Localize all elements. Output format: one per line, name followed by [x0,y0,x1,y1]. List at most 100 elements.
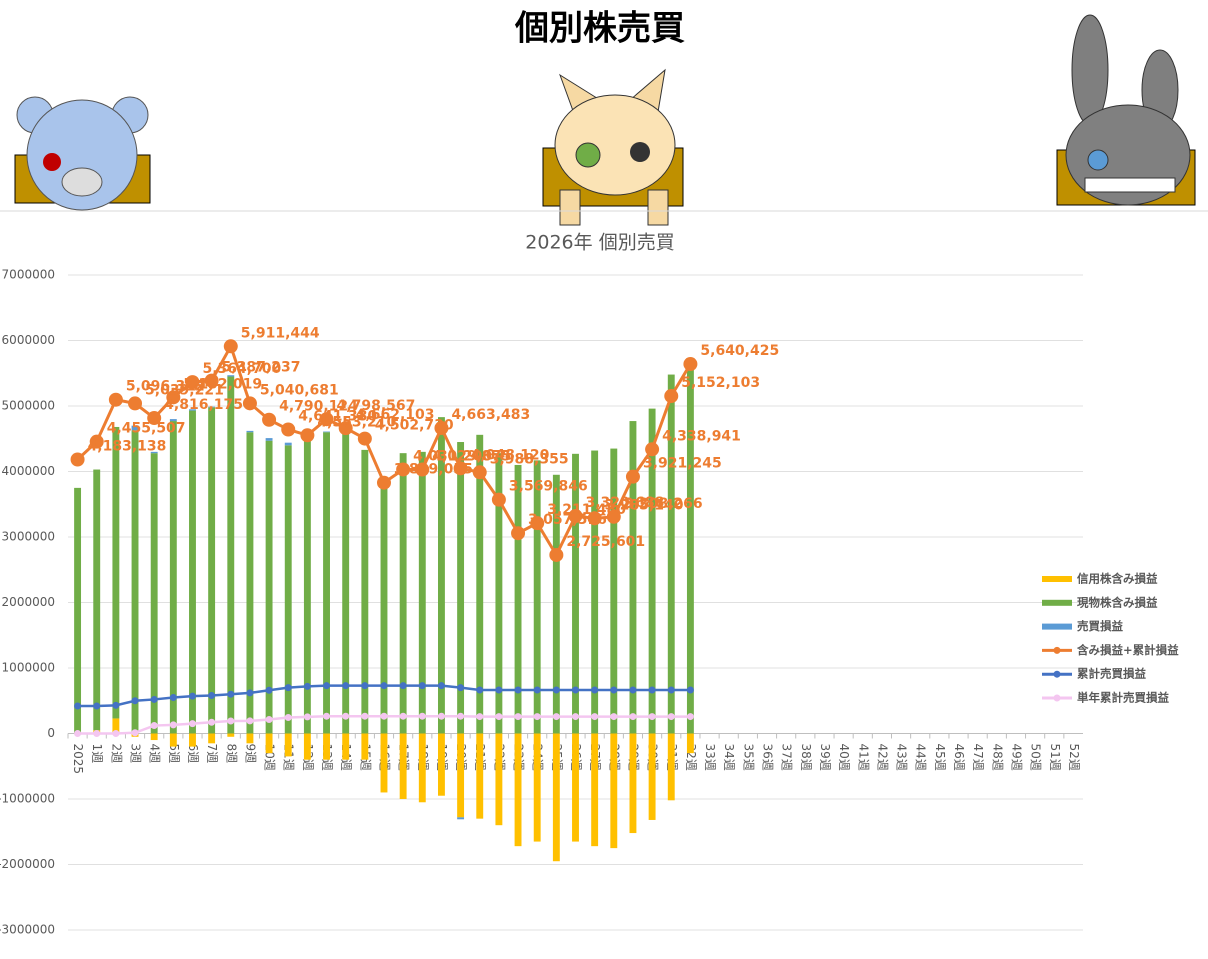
point [284,684,292,692]
bar [227,733,235,737]
point [70,452,85,467]
bar [457,817,465,820]
bar [533,460,541,734]
x-tick-label: 50週 [1029,744,1043,771]
point [683,357,698,372]
data-label: 5,387,237 [222,360,301,376]
x-tick-label: 5週 [167,744,181,764]
bar [457,733,465,818]
point [380,712,388,720]
data-label: 4,790,124 [279,399,358,415]
data-label: 5,911,444 [241,325,320,341]
point [150,722,158,730]
bar [495,453,503,734]
data-label: 4,031,200 [413,448,492,464]
point [606,509,621,524]
mascot-bear [14,96,151,211]
bar [150,453,158,734]
point [342,712,350,720]
point [648,686,656,694]
legend-marker [1053,646,1061,654]
bar [380,733,388,793]
bar [169,733,177,747]
x-tick-label: 46週 [952,744,966,771]
x-tick-label: 51週 [1048,744,1062,771]
point [552,686,560,694]
y-tick-label: 5000000 [2,399,55,413]
point [361,682,369,690]
point [166,390,181,405]
point [399,712,407,720]
data-label: 4,048,120 [471,447,550,463]
bar [591,450,599,734]
x-tick-label: 2025 [71,744,85,775]
point [246,717,254,725]
bar [131,425,139,431]
y-tick-label: -3000000 [0,923,55,937]
bar [686,364,694,734]
x-tick-label: 8週 [224,744,238,764]
bar [284,445,292,734]
x-tick-label: 52週 [1067,744,1081,771]
bar [323,431,330,433]
x-tick-label: 1週 [90,744,104,764]
bar [265,440,273,734]
bar [208,406,216,408]
x-tick-label: 48週 [990,744,1004,771]
point [112,701,120,709]
bar [189,733,196,747]
point [495,686,503,694]
x-tick-label: 36週 [761,744,775,771]
point [396,462,411,477]
legend-label: 売買損益 [1077,619,1123,633]
x-tick-label: 34週 [722,744,736,771]
data-label: 4,338,941 [662,428,741,444]
point [533,713,541,721]
point [74,730,82,737]
bar [418,451,426,734]
bar [457,442,465,734]
bar [552,733,560,862]
data-label: 4,641,380 [298,408,377,424]
point [185,375,200,390]
data-label: 5,096,312 [126,379,205,395]
point [476,686,484,694]
point [323,682,331,690]
x-tick-label: 39週 [818,744,832,771]
x-tick-label: 9週 [243,744,257,764]
point [572,686,579,694]
mascot-rabbit [1056,14,1196,206]
data-label: 4,502,730 [375,418,454,434]
point [591,686,599,694]
page-title: 個別株売買 [514,9,685,49]
bar [169,421,177,734]
bar [265,438,273,441]
point [265,686,273,694]
x-tick-label: 7週 [205,744,219,764]
point [376,475,391,490]
bar [476,434,484,734]
bar [399,453,407,734]
bar [227,376,235,734]
data-label: 4,455,507 [107,421,186,437]
bar [572,453,579,734]
point [208,692,216,700]
point [552,713,560,721]
data-label: 2,725,601 [566,534,645,550]
point [112,730,120,737]
point [323,712,331,720]
point [530,516,545,531]
point [667,686,675,694]
data-label: 5,364,700 [202,361,281,377]
x-tick-label: 49週 [1009,744,1023,771]
point [303,682,311,690]
data-label: 4,816,175 [164,397,243,413]
point [131,697,139,705]
point [568,508,583,523]
bar [437,417,445,734]
point [204,373,219,388]
chart-title: 2026年 個別売買 [525,232,674,254]
y-tick-label: 6000000 [2,333,55,347]
legend-marker [1053,694,1061,702]
bar [629,421,637,734]
